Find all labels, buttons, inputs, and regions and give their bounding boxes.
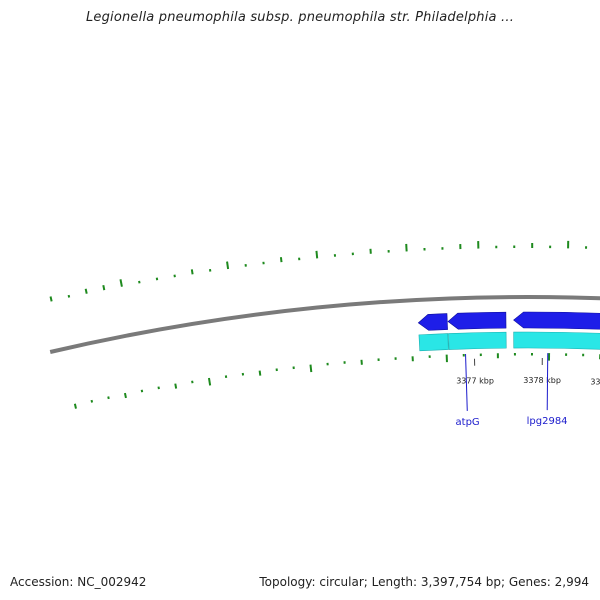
gene-label[interactable]: atpG — [456, 417, 480, 428]
gc-skew-tick-outer — [102, 285, 106, 291]
scale-tick-label: 3377 kbp — [456, 377, 494, 386]
gc-skew-tick-inner — [90, 399, 94, 403]
cds-feature[interactable] — [447, 311, 507, 330]
gc-skew-tick-outer — [84, 288, 88, 294]
gc-skew-tick-inner — [258, 370, 262, 376]
gc-skew-tick-inner — [123, 392, 127, 399]
gc-skew-tick-outer — [315, 250, 319, 259]
topology-stats: Topology: circular; Length: 3,397,754 bp… — [259, 575, 589, 589]
cds-feature[interactable] — [417, 313, 448, 331]
gc-skew-tick-outer — [279, 257, 283, 263]
scale-tick-label: 3379 kbp — [590, 378, 600, 387]
gc-skew-tick-inner — [207, 377, 212, 386]
map-title: Legionella pneumophila subsp. pneumophil… — [85, 10, 515, 25]
gc-skew-tick-inner — [309, 364, 313, 373]
gene-label[interactable]: lpg2984 — [527, 416, 568, 427]
gene-label-leader — [465, 353, 468, 411]
gc-skew-tick-inner — [107, 396, 110, 400]
gc-skew-tick-outer — [226, 261, 230, 270]
cds-feature[interactable] — [513, 311, 600, 330]
gc-skew-tick-outer — [119, 279, 123, 287]
gc-skew-tick-outer — [190, 269, 194, 275]
accession-text: Accession: NC_002942 — [10, 575, 147, 589]
gc-skew-tick-outer — [67, 294, 71, 298]
backbone-arc — [49, 295, 600, 354]
gene-feature[interactable] — [448, 331, 507, 350]
gc-skew-track — [49, 240, 600, 409]
gene-feature[interactable] — [513, 331, 600, 350]
cds-track[interactable] — [417, 311, 600, 365]
gene-labels[interactable]: atpGlpg2984atpHatpFatpEatpBatpIlpg2990lp… — [456, 353, 600, 458]
scale-tick-label: 3378 kbp — [523, 376, 561, 385]
gene-feature[interactable] — [418, 333, 449, 352]
gene-label-leader — [546, 353, 549, 411]
gc-skew-tick-inner — [73, 403, 77, 409]
gc-skew-tick-inner — [174, 383, 178, 389]
gene-track[interactable] — [418, 331, 600, 386]
gc-skew-tick-outer — [49, 296, 53, 302]
